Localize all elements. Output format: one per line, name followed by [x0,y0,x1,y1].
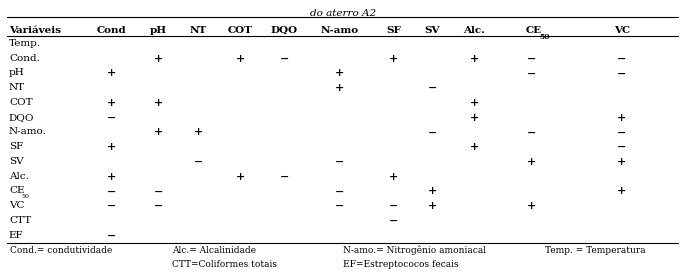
Text: −: − [106,200,116,211]
Text: COT: COT [9,98,32,107]
Text: N-amo.: N-amo. [9,128,47,137]
Text: −: − [279,53,289,64]
Text: +: + [617,186,626,196]
Text: Cond.= condutividade: Cond.= condutividade [10,246,113,255]
Text: +: + [427,186,437,196]
Text: −: − [389,200,398,211]
Text: 50: 50 [21,194,29,199]
Text: Variáveis: Variáveis [9,26,61,35]
Text: VC: VC [9,201,25,210]
Text: −: − [154,186,163,196]
Text: +: + [154,126,163,137]
Text: +: + [389,53,398,64]
Text: VC: VC [614,26,630,35]
Text: +: + [427,200,437,211]
Text: +: + [527,200,536,211]
Text: −: − [527,67,536,78]
Text: Cond: Cond [96,26,126,35]
Text: CE: CE [9,187,25,196]
Text: +: + [469,141,479,152]
Text: +: + [335,67,344,78]
Text: −: − [617,141,627,152]
Text: NT: NT [190,26,207,35]
Text: 50: 50 [539,33,550,41]
Text: EF=Estreptococos fecais: EF=Estreptococos fecais [343,260,459,269]
Text: +: + [154,53,163,64]
Text: −: − [106,186,116,196]
Text: −: − [106,112,116,123]
Text: +: + [469,112,479,123]
Text: +: + [469,53,479,64]
Text: CTT=Coliformes totais: CTT=Coliformes totais [172,260,276,269]
Text: +: + [617,112,626,123]
Text: +: + [194,126,203,137]
Text: −: − [335,186,344,196]
Text: COT: COT [228,26,253,35]
Text: do aterro A2: do aterro A2 [310,10,376,18]
Text: Alc.= Alcalinidade: Alc.= Alcalinidade [172,246,256,255]
Text: +: + [106,67,116,78]
Text: −: − [335,156,344,167]
Text: N-amo: N-amo [320,26,359,35]
Text: −: − [389,215,398,226]
Text: SV: SV [425,26,440,35]
Text: +: + [106,97,116,108]
Text: −: − [427,82,437,93]
Text: +: + [106,141,116,152]
Text: Alc.: Alc. [9,172,29,181]
Text: SV: SV [9,157,23,166]
Text: −: − [617,67,627,78]
Text: +: + [335,82,344,93]
Text: N-amo.= Nitrogênio amoniacal: N-amo.= Nitrogênio amoniacal [343,245,486,255]
Text: Cond.: Cond. [9,54,40,63]
Text: −: − [279,171,289,182]
Text: +: + [236,53,245,64]
Text: CE: CE [526,26,542,35]
Text: −: − [154,200,163,211]
Text: +: + [527,156,536,167]
Text: +: + [154,97,163,108]
Text: +: + [617,156,626,167]
Text: +: + [389,171,398,182]
Text: −: − [427,126,437,137]
Text: −: − [617,126,627,137]
Text: +: + [106,171,116,182]
Text: −: − [617,53,627,64]
Text: DQO: DQO [270,26,298,35]
Text: SF: SF [386,26,401,35]
Text: +: + [469,97,479,108]
Text: Alc.: Alc. [463,26,485,35]
Text: −: − [335,200,344,211]
Text: −: − [527,53,536,64]
Text: −: − [527,126,536,137]
Text: pH: pH [9,69,25,78]
Text: SF: SF [9,142,23,151]
Text: DQO: DQO [9,113,34,122]
Text: Temp. = Temperatura: Temp. = Temperatura [545,246,646,255]
Text: NT: NT [9,83,25,92]
Text: CTT: CTT [9,216,31,225]
Text: Temp.: Temp. [9,39,41,48]
Text: −: − [193,156,203,167]
Text: EF: EF [9,231,23,240]
Text: pH: pH [150,26,167,35]
Text: +: + [236,171,245,182]
Text: −: − [106,230,116,241]
